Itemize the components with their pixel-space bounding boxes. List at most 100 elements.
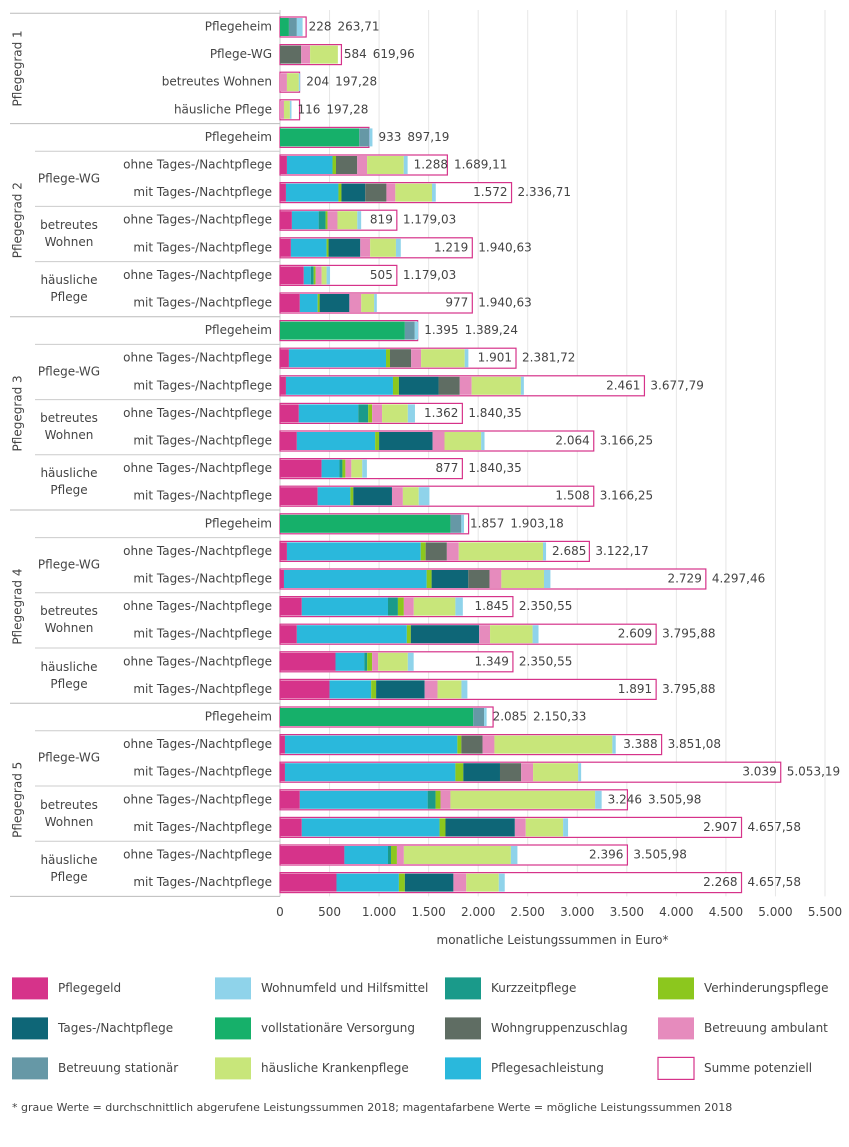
bar-segment (543, 570, 551, 588)
footnote: * graue Werte = durchschnittlich abgeruf… (12, 1101, 733, 1114)
row-label: mit Tages-/Nachtpflege (133, 240, 272, 254)
total-label: 2.396 (589, 848, 623, 862)
bar-segment (280, 763, 285, 782)
legend-swatch (658, 1017, 694, 1040)
potential-label: 619,96 (373, 47, 415, 61)
row-label: mit Tages-/Nachtpflege (133, 185, 272, 199)
x-tick-label: 0 (276, 905, 284, 919)
bar-segment (461, 735, 483, 754)
bar-segment (386, 183, 396, 202)
potential-label: 897,19 (407, 130, 449, 144)
legend-swatch (657, 1056, 695, 1081)
potential-label: 3.851,08 (668, 737, 721, 751)
bar-segment (413, 597, 456, 616)
bar-segment (406, 625, 411, 644)
bar-segment (298, 404, 359, 423)
x-tick-label: 3.500 (610, 905, 644, 919)
bar-segment (335, 156, 358, 174)
bar-segment (425, 542, 447, 561)
bar-segment (317, 294, 320, 312)
bar-segment (427, 790, 436, 809)
row-label: ohne Tages-/Nachtpflege (123, 792, 272, 806)
bar-segment (403, 156, 408, 174)
subgroup-label: Pflege-WG (37, 171, 101, 186)
bar-segment (280, 349, 289, 368)
bar-segment (431, 570, 469, 588)
bar-segment (280, 294, 300, 312)
bar-segment (318, 211, 326, 230)
potential-label: 3.505,98 (648, 792, 701, 806)
bar-segment (345, 459, 352, 478)
bar-segment (371, 680, 377, 699)
bar-segment (285, 183, 339, 202)
bar-segment (410, 625, 480, 644)
bar-segment (453, 873, 467, 892)
bar-segment (392, 376, 399, 395)
row-label: ohne Tages-/Nachtpflege (123, 848, 272, 862)
bar-segment (461, 680, 468, 699)
subgroup-label: häusliche Pflege (40, 852, 98, 884)
bar-segment (435, 790, 441, 809)
bar-segment (339, 459, 343, 478)
bar-segment (283, 570, 427, 588)
potential-label: 3.122,17 (595, 544, 648, 558)
bar-segment (283, 100, 290, 119)
bar-segment (326, 238, 329, 257)
bar-segment (391, 487, 403, 506)
bar-segment (359, 128, 370, 147)
total-label: 1.845 (475, 599, 509, 613)
legend-label: Pflegegeld (58, 981, 121, 995)
legend-swatch (445, 1057, 481, 1080)
row-label: Pflegeheim (205, 710, 272, 724)
bar-segment (280, 18, 289, 36)
bar-segment (468, 570, 490, 588)
bar-segment (407, 404, 415, 423)
bar-segment (280, 597, 302, 616)
bar-segment (514, 818, 526, 837)
total-label: 1.362 (424, 406, 458, 420)
bar-segment (288, 18, 297, 36)
subgroup-label: betreutes Wohnen (40, 797, 98, 829)
potential-label: 4.657,58 (748, 820, 801, 834)
potential-label: 2.381,72 (522, 351, 575, 365)
bar-segment (280, 183, 286, 202)
legend-swatch (215, 977, 251, 1000)
potential-label: 1.840,35 (468, 406, 521, 420)
bar-segment (349, 294, 362, 312)
potential-label: 3.677,79 (650, 378, 703, 392)
legend-label: Wohnumfeld und Hilfsmittel (261, 981, 428, 995)
bar-segment (370, 238, 396, 257)
bar-segment (455, 597, 463, 616)
group-label: Pflegegrad 1 (11, 30, 25, 106)
subgroup-label: betreutes Wohnen (40, 218, 98, 249)
bar-segment (464, 349, 469, 368)
bar-segment (459, 376, 472, 395)
bar-segment (310, 45, 338, 64)
legend-label: Wohngruppenzuschlag (491, 1021, 628, 1035)
bar-segment (420, 542, 426, 561)
total-label: 1.857 (470, 516, 504, 530)
bar-segment (299, 790, 428, 809)
potential-label: 1.689,11 (454, 158, 507, 172)
bar-segment (501, 570, 544, 588)
bar-segment (296, 18, 303, 36)
bar-segment (482, 735, 495, 754)
bar-segment (532, 625, 539, 644)
potential-label: 4.297,46 (712, 572, 765, 586)
bar-segment (289, 100, 292, 119)
bar-segment (494, 735, 613, 754)
bar-segment (595, 790, 602, 809)
potential-label: 4.657,58 (748, 875, 801, 889)
bar-segment (326, 266, 331, 285)
legend-label: vollstationäre Versorgung (261, 1021, 415, 1035)
bar-segment (368, 404, 373, 423)
legend-label: Summe potenziell (704, 1061, 812, 1075)
bar-segment (369, 128, 373, 147)
legend-label: Pflegesachleistung (491, 1061, 604, 1075)
bar-segment (463, 763, 500, 782)
bar-segment (315, 266, 322, 285)
total-label: 2.685 (552, 544, 586, 558)
total-label: 1.572 (473, 185, 507, 199)
bar-segment (361, 294, 375, 312)
bar-segment (299, 294, 318, 312)
